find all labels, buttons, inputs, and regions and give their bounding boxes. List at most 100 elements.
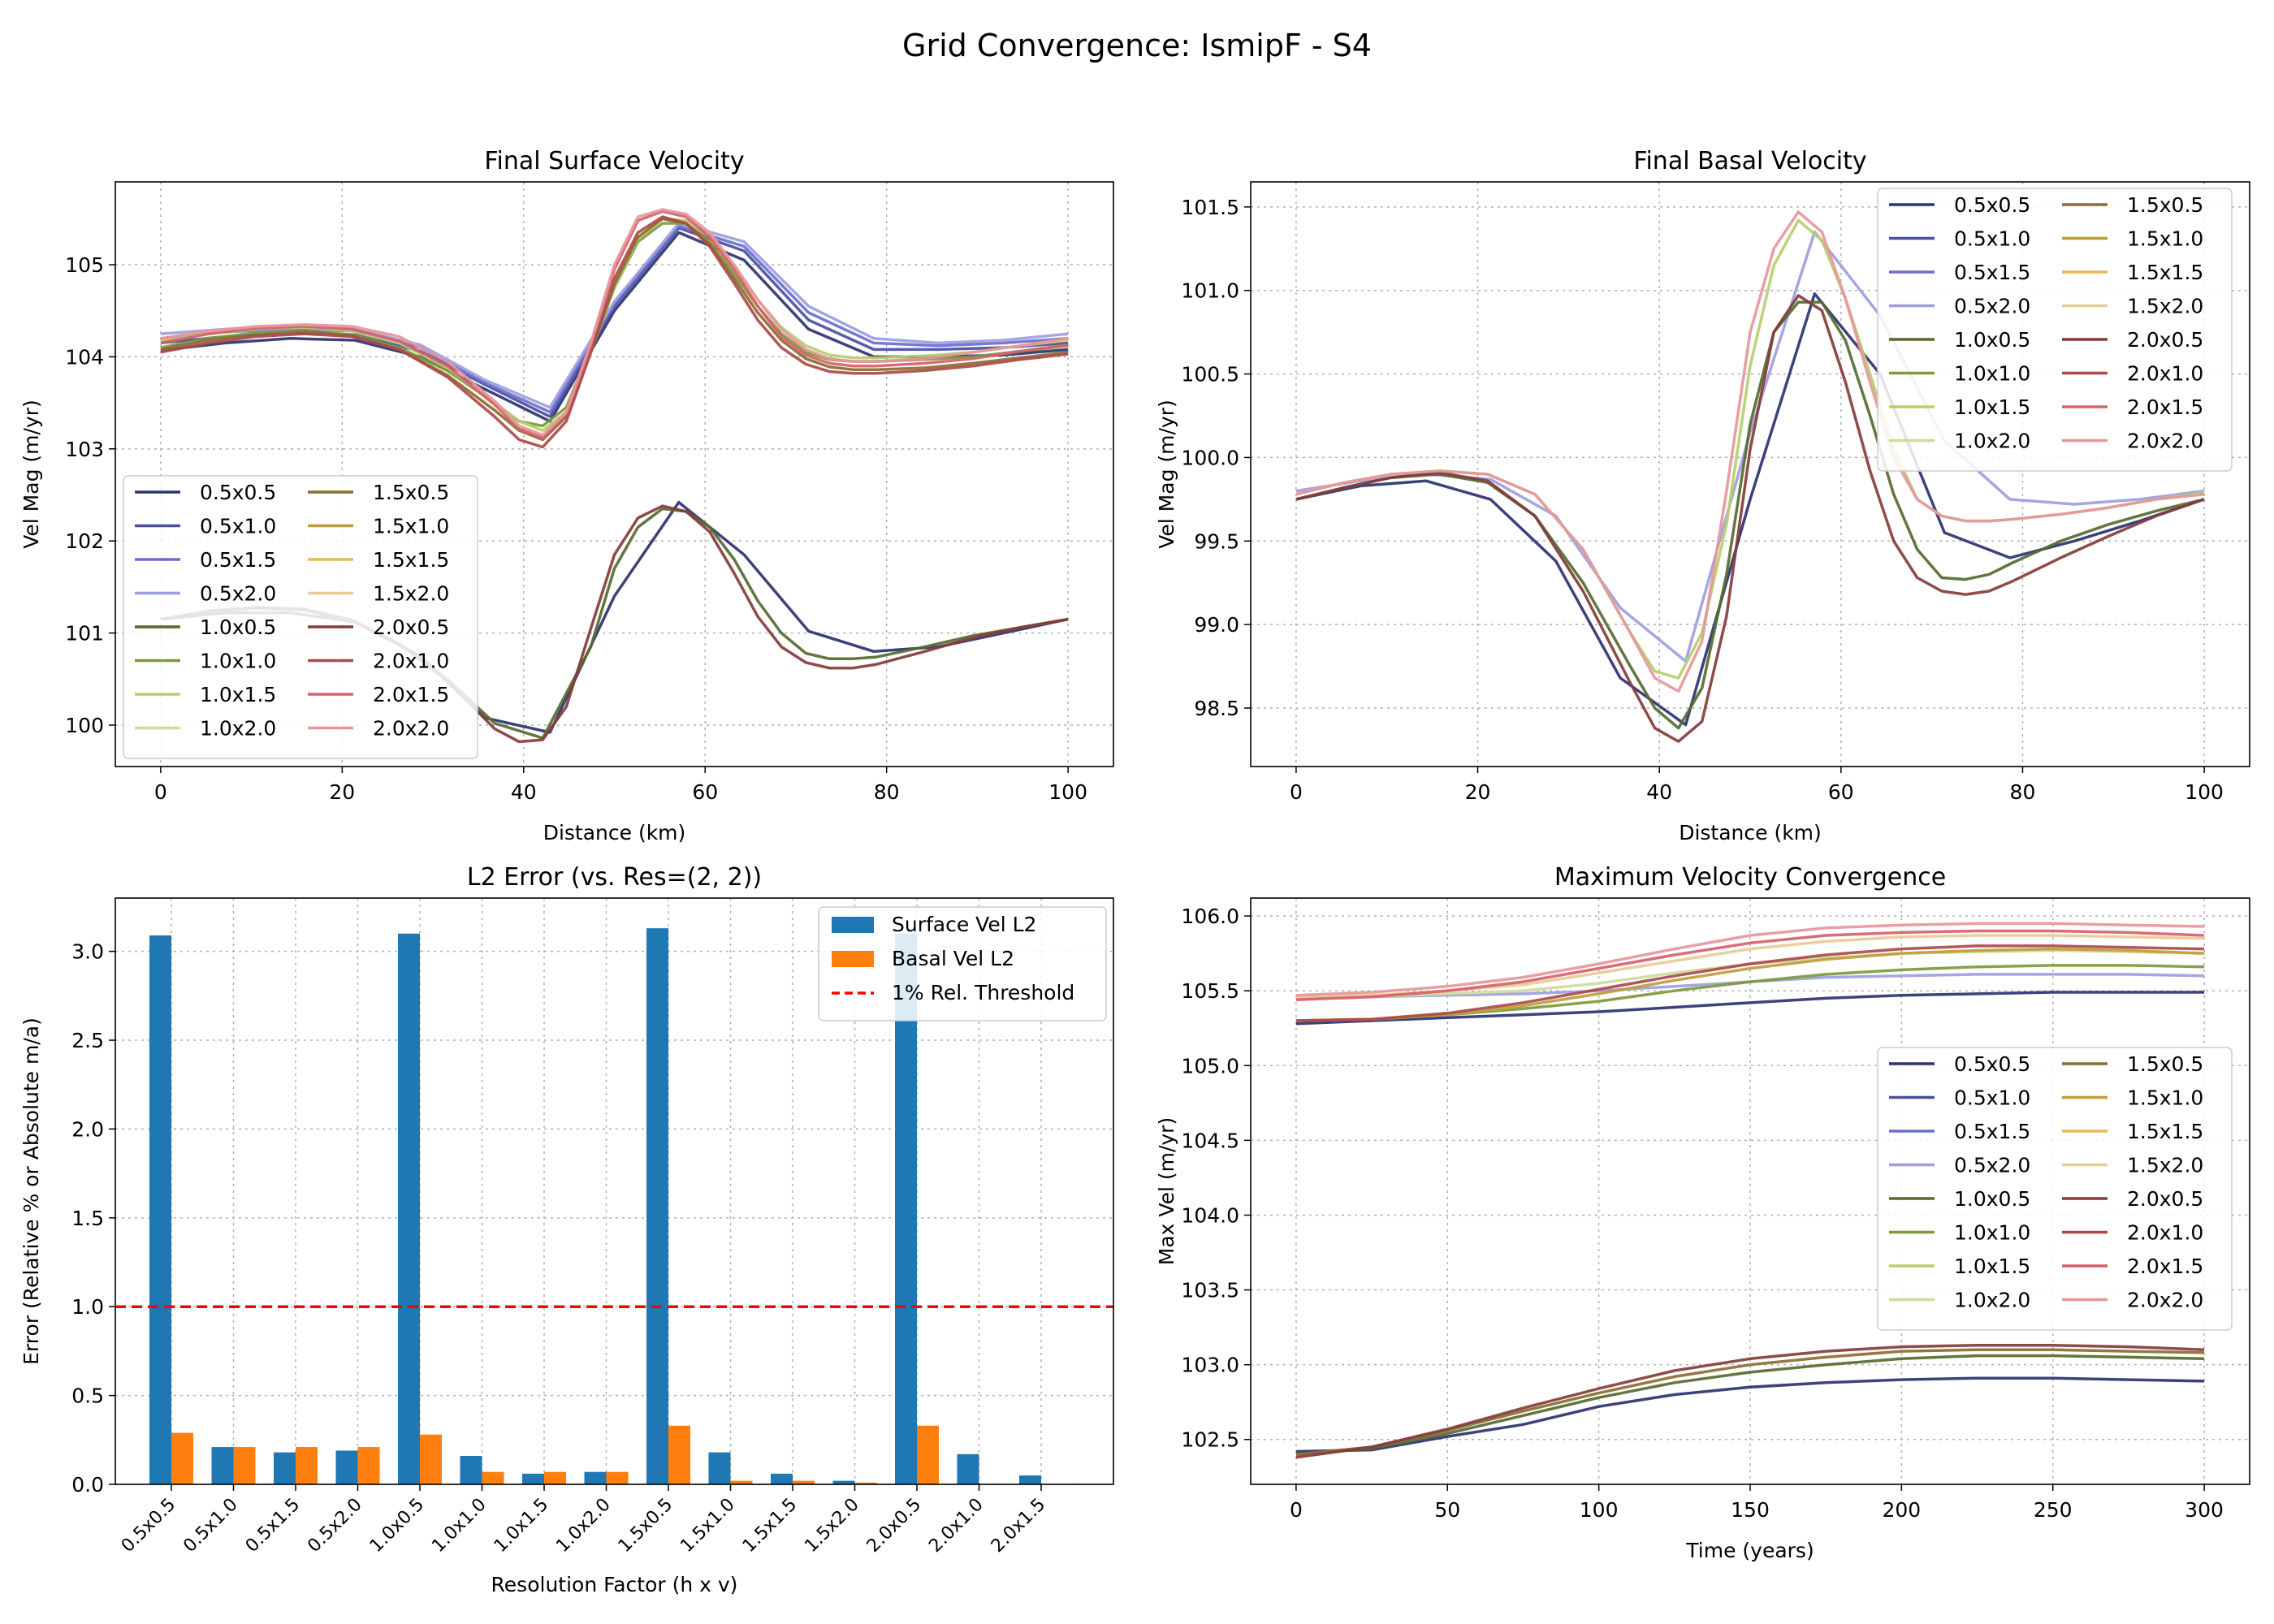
- x-tick-label: 1.5x2.0: [801, 1495, 862, 1557]
- y-tick-label: 105.5: [1181, 979, 1239, 1003]
- legend-label: 1.5x2.0: [373, 582, 449, 606]
- legend-swatch: [832, 917, 874, 933]
- series-line: [1295, 929, 2205, 1001]
- y-tick-label: 98.5: [1194, 697, 1239, 720]
- x-tick-label: 20: [329, 780, 355, 804]
- bar: [335, 1450, 358, 1484]
- x-tick-label: 60: [1828, 780, 1854, 804]
- y-tick-label: 100: [65, 714, 104, 737]
- legend-label: 2.0x0.5: [2127, 1187, 2203, 1211]
- bar: [171, 1432, 193, 1484]
- x-axis-label: Distance (km): [543, 821, 686, 844]
- y-tick-label: 3.0: [71, 940, 104, 964]
- legend-label: 1.0x0.5: [200, 615, 276, 639]
- x-tick-label: 2.0x1.5: [988, 1495, 1049, 1557]
- legend-label: 1.0x0.5: [1954, 328, 2030, 352]
- bar: [771, 1473, 793, 1484]
- legend-swatch: [832, 951, 874, 967]
- legend-label: 0.5x1.0: [1954, 227, 2030, 251]
- bar: [730, 1480, 753, 1484]
- legend-label: 1.5x2.0: [2127, 295, 2203, 318]
- y-tick-label: 103: [65, 438, 104, 461]
- bar: [646, 928, 668, 1484]
- x-tick-label: 40: [1646, 780, 1672, 804]
- legend-label: 1.0x1.5: [1954, 395, 2030, 419]
- legend-label: 2.0x1.5: [373, 683, 449, 706]
- legend-box: [818, 906, 1107, 1021]
- legend-label: 0.5x1.0: [1954, 1086, 2030, 1110]
- x-tick-label: 80: [2010, 780, 2036, 804]
- legend-label: 0.5x2.0: [200, 582, 276, 606]
- bar: [668, 1425, 690, 1484]
- legend-label: 0.5x1.5: [200, 548, 276, 572]
- y-tick-label: 2.5: [71, 1029, 104, 1052]
- bar: [917, 1425, 939, 1484]
- legend-label: 1.0x2.0: [200, 717, 276, 741]
- chart-title: Maximum Velocity Convergence: [1554, 863, 1946, 892]
- legend-label: 0.5x0.5: [1954, 1052, 2030, 1076]
- x-axis-label: Time (years): [1685, 1539, 1814, 1562]
- series-line: [1295, 1354, 2205, 1456]
- bar: [544, 1471, 566, 1484]
- x-tick-label: 0: [154, 780, 167, 804]
- legend-label: 2.0x2.0: [373, 717, 449, 741]
- legend-label: 0.5x1.5: [1954, 1120, 2030, 1143]
- bar: [357, 1447, 380, 1484]
- x-tick-label: 100: [1048, 780, 1087, 804]
- l2-error-chart: L2 Error (vs. Res=(2, 2)) Resolution Fact…: [19, 863, 1114, 1596]
- legend-label: 2.0x1.5: [2127, 1255, 2203, 1278]
- legend-label: 1.5x1.5: [373, 548, 449, 572]
- bar: [398, 933, 420, 1484]
- legend-label: 2.0x2.0: [2127, 1289, 2203, 1312]
- x-tick-label: 50: [1434, 1498, 1460, 1522]
- x-tick-label: 1.5x1.5: [739, 1495, 801, 1557]
- legend-label: 2.0x1.0: [2127, 362, 2203, 386]
- legend-label: 1.0x1.0: [1954, 362, 2030, 386]
- x-tick-label: 1.0x1.5: [491, 1495, 552, 1557]
- x-tick-label: 2.0x1.0: [925, 1495, 987, 1557]
- x-tick-label: 0.5x1.5: [242, 1495, 304, 1557]
- x-tick-label: 1.0x2.0: [552, 1495, 614, 1557]
- x-tick-label: 20: [1465, 780, 1491, 804]
- legend-box: [1877, 188, 2233, 472]
- chart-title: Final Basal Velocity: [1633, 147, 1866, 175]
- legend-label: 1.0x2.0: [1954, 430, 2030, 453]
- plot-border: [115, 897, 1114, 1485]
- legend-label: 1.0x1.5: [1954, 1255, 2030, 1278]
- legend-label: 1.5x2.0: [2127, 1154, 2203, 1177]
- legend-label: 1% Rel. Threshold: [892, 981, 1074, 1004]
- chart-title: L2 Error (vs. Res=(2, 2)): [467, 863, 762, 892]
- legend-label: 0.5x2.0: [1954, 1154, 2030, 1177]
- x-tick-label: 1.0x1.0: [428, 1495, 490, 1557]
- bar: [832, 1480, 855, 1484]
- series-line: [1295, 294, 2205, 743]
- bar: [522, 1473, 544, 1484]
- y-tick-label: 101.0: [1181, 279, 1239, 303]
- chart-title: Final Surface Velocity: [484, 147, 744, 175]
- plot-border: [1250, 897, 2250, 1485]
- bar: [1019, 1475, 1041, 1484]
- basal-velocity-chart: Final Basal Velocity Distance (km) Vel Mag…: [1155, 147, 2250, 844]
- y-tick-label: 104: [65, 345, 104, 369]
- series-line: [1295, 292, 2205, 727]
- y-axis-label: Vel Mag (m/yr): [1155, 400, 1178, 549]
- y-tick-label: 100.5: [1181, 363, 1239, 387]
- y-tick-label: 101.5: [1181, 196, 1239, 219]
- legend-label: 1.5x1.0: [373, 515, 449, 538]
- legend-box: [123, 475, 478, 759]
- legend-label: 0.5x2.0: [1954, 295, 2030, 318]
- legend-label: 0.5x1.0: [200, 515, 276, 538]
- legend-label: 1.5x1.0: [2127, 227, 2203, 251]
- legend-label: 2.0x1.0: [2127, 1221, 2203, 1245]
- bar: [460, 1455, 482, 1484]
- series-line: [1295, 1348, 2205, 1456]
- legend-label: 1.0x0.5: [1954, 1187, 2030, 1211]
- legend-label: 0.5x1.5: [1954, 261, 2030, 284]
- x-axis-label: Distance (km): [1679, 821, 1822, 844]
- x-tick-label: 1.0x0.5: [366, 1495, 428, 1557]
- x-tick-label: 250: [2034, 1498, 2073, 1522]
- legend-label: 2.0x2.0: [2127, 430, 2203, 453]
- bar: [296, 1447, 318, 1484]
- legend-label: 1.5x1.5: [2127, 261, 2203, 284]
